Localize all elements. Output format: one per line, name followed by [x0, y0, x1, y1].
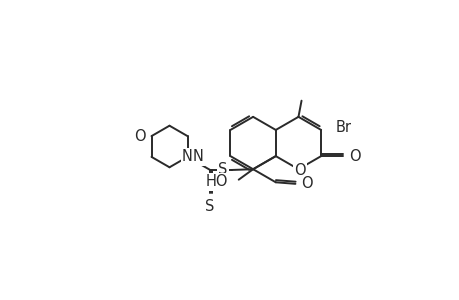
- Text: O: O: [134, 129, 146, 144]
- Text: O: O: [300, 176, 312, 191]
- Text: S: S: [218, 162, 227, 177]
- Text: N: N: [182, 149, 192, 164]
- Text: HO: HO: [205, 175, 228, 190]
- Text: N: N: [192, 149, 203, 164]
- Text: O: O: [294, 163, 305, 178]
- Text: S: S: [205, 199, 214, 214]
- Text: Br: Br: [335, 120, 351, 135]
- Text: O: O: [348, 148, 359, 164]
